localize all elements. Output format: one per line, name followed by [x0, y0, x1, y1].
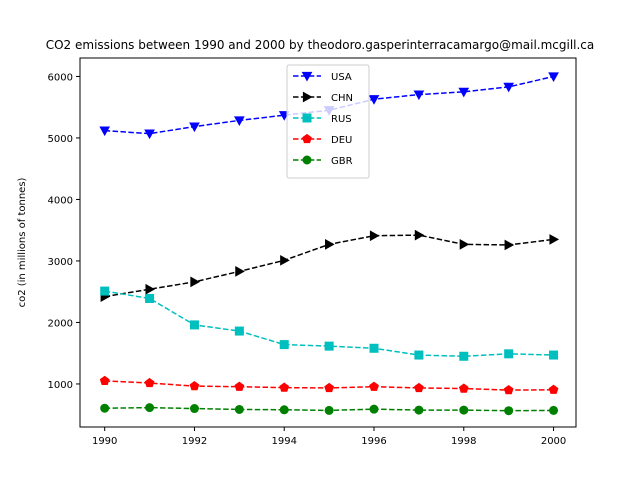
- data-point-chn: [145, 283, 156, 295]
- y-tick-label: 3000: [48, 257, 73, 268]
- y-axis: 1000 2000 3000 4000 5000 6000: [48, 72, 80, 391]
- data-point-deu: [144, 377, 155, 388]
- legend-item-rus: RUS: [293, 113, 352, 125]
- y-tick-label: 1000: [48, 380, 73, 391]
- legend-box: [286, 64, 370, 179]
- data-point-chn: [549, 234, 560, 245]
- data-point-usa: [278, 111, 290, 121]
- series-chn: [100, 229, 560, 302]
- chart-title: CO2 emissions between 1990 and 2000 by t…: [46, 38, 595, 52]
- data-point-usa: [413, 90, 425, 101]
- data-point-chn: [504, 239, 515, 251]
- data-point-rus: [189, 320, 199, 330]
- data-point-rus: [279, 340, 289, 350]
- x-tick-label: 1994: [272, 436, 297, 447]
- data-point-deu: [99, 375, 110, 386]
- legend-label-chn: CHN: [331, 93, 353, 104]
- x-tick-label: 1998: [451, 436, 476, 447]
- data-point-rus: [369, 343, 379, 353]
- x-tick-label: 1990: [92, 436, 117, 447]
- data-point-chn: [459, 238, 470, 250]
- data-point-gbr: [369, 404, 379, 414]
- data-point-rus: [414, 350, 424, 360]
- data-point-rus: [504, 349, 514, 359]
- data-point-deu: [234, 381, 245, 391]
- y-axis-label: co2 (in millions of tonnes): [17, 177, 28, 307]
- data-point-usa: [548, 72, 559, 82]
- data-point-gbr: [189, 404, 199, 414]
- data-point-gbr: [324, 405, 334, 415]
- x-tick-label: 2000: [541, 436, 566, 447]
- legend-marker-gbr: [302, 155, 312, 165]
- data-point-chn: [280, 254, 290, 266]
- legend-label-usa: USA: [331, 72, 352, 83]
- data-point-deu: [414, 382, 424, 393]
- data-point-rus: [549, 350, 559, 360]
- data-point-gbr: [234, 404, 244, 414]
- data-point-gbr: [549, 405, 559, 415]
- legend-item-gbr: GBR: [293, 155, 353, 167]
- x-tick-label: 1992: [182, 436, 207, 447]
- legend-label-deu: DEU: [331, 135, 352, 146]
- data-point-gbr: [279, 405, 289, 415]
- plot-area: 1990 1992 1994 1996 1998 2000 1000 2000 3000 400…: [48, 57, 577, 447]
- data-point-rus: [100, 286, 110, 296]
- y-tick-label: 6000: [48, 72, 73, 83]
- data-point-usa: [99, 126, 111, 137]
- data-point-usa: [503, 82, 515, 93]
- data-point-deu: [189, 380, 200, 391]
- data-point-gbr: [145, 403, 155, 413]
- data-point-rus: [459, 351, 469, 361]
- x-axis: 1990 1992 1994 1996 1998 2000: [92, 427, 566, 447]
- series-deu: [99, 375, 559, 395]
- legend-marker-deu: [302, 133, 312, 144]
- legend-item-usa: USA: [293, 71, 352, 83]
- data-point-gbr: [504, 406, 514, 416]
- data-point-deu: [279, 382, 290, 392]
- data-point-chn: [190, 276, 200, 288]
- legend-item-chn: CHN: [293, 91, 353, 104]
- data-point-chn: [414, 229, 425, 241]
- data-point-deu: [548, 384, 559, 394]
- series-line-rus: [104, 290, 554, 358]
- legend-label-gbr: GBR: [331, 156, 353, 167]
- data-point-gbr: [100, 403, 110, 413]
- data-point-deu: [324, 382, 334, 393]
- data-point-chn: [325, 238, 335, 250]
- series-gbr: [100, 403, 559, 416]
- data-point-usa: [144, 129, 155, 140]
- data-point-gbr: [414, 405, 424, 415]
- legend-marker-rus: [302, 113, 312, 123]
- data-point-chn: [369, 230, 380, 242]
- y-tick-label: 5000: [48, 134, 73, 145]
- data-point-deu: [503, 384, 514, 395]
- data-point-usa: [368, 95, 380, 105]
- data-point-usa: [189, 122, 200, 133]
- y-tick-label: 4000: [48, 195, 73, 206]
- data-point-rus: [324, 341, 334, 351]
- data-point-deu: [369, 381, 379, 391]
- series-layer: [99, 72, 560, 416]
- data-point-gbr: [459, 405, 469, 415]
- series-rus: [100, 286, 559, 361]
- data-point-deu: [458, 383, 469, 393]
- legend-marker-chn: [302, 91, 313, 103]
- x-tick-label: 1996: [361, 436, 386, 447]
- legend: USA CHN RUS DEU GBR: [286, 64, 370, 179]
- data-point-rus: [145, 293, 155, 303]
- data-point-rus: [234, 326, 244, 336]
- data-point-chn: [235, 266, 245, 277]
- legend-marker-usa: [301, 71, 313, 82]
- y-tick-label: 2000: [48, 318, 73, 329]
- data-point-usa: [458, 87, 470, 98]
- axes-frame: [79, 57, 577, 428]
- legend-item-deu: DEU: [293, 133, 352, 146]
- legend-label-rus: RUS: [331, 114, 352, 125]
- data-point-usa: [233, 116, 245, 126]
